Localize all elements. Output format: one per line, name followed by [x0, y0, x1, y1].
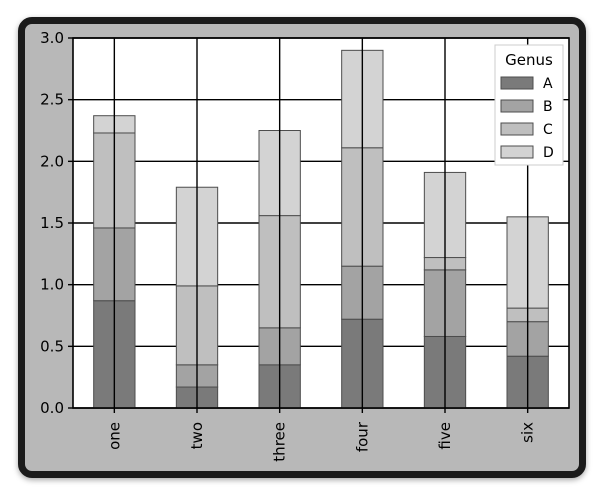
legend-label-C: C: [543, 122, 553, 138]
legend-title: Genus: [505, 51, 553, 69]
y-tick-label: 1.0: [40, 276, 64, 294]
x-tick-label-four: four: [353, 421, 371, 452]
x-tick-label-three: three: [271, 422, 289, 462]
legend-label-A: A: [543, 76, 553, 92]
x-tick-label-five: five: [436, 422, 454, 450]
y-tick-label: 2.0: [40, 152, 64, 170]
y-tick-label: 3.0: [40, 29, 64, 47]
legend-swatch-D: [500, 145, 534, 159]
legend-label-B: B: [543, 99, 553, 115]
vertical-grid-layer: [113, 38, 529, 408]
y-tick-label: 2.5: [40, 91, 64, 109]
x-axis: one two three four five six: [105, 408, 537, 462]
legend-swatch-C: [500, 122, 534, 136]
x-tick-label-one: one: [105, 422, 123, 450]
y-tick-label: 0.5: [40, 337, 64, 355]
legend-label-D: D: [543, 145, 554, 161]
x-tick-label-two: two: [188, 422, 206, 449]
legend-swatch-A: [500, 76, 534, 90]
x-tick-label-six: six: [519, 422, 537, 443]
y-tick-label: 1.5: [40, 214, 64, 232]
legend-swatch-B: [500, 99, 534, 113]
y-tick-label: 0.0: [40, 399, 64, 417]
y-axis: 0.0 0.5 1.0 1.5 2.0 2.5 3.0: [40, 29, 73, 417]
